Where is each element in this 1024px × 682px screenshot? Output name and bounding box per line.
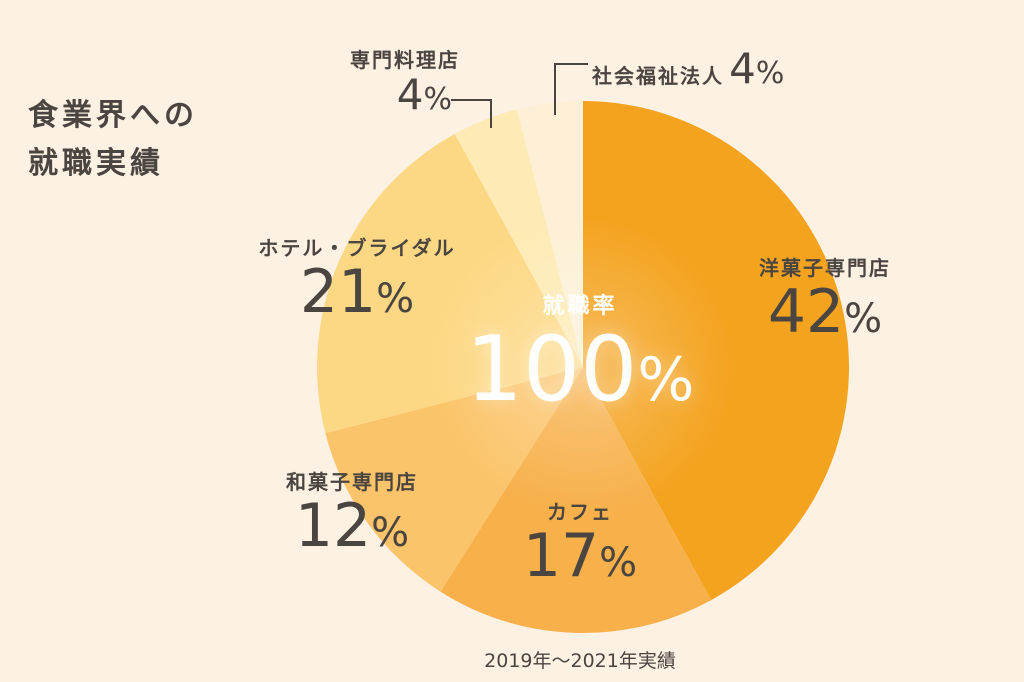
data-label-name: 社会福祉法人	[592, 64, 724, 88]
heading-line-2: 就職実績	[28, 146, 164, 181]
data-label-name: 専門料理店	[350, 48, 460, 72]
center-summary: 就職率 100%	[450, 288, 710, 419]
data-label-value: 42%	[767, 277, 883, 347]
center-label: 就職率	[542, 294, 618, 319]
data-label-value: 4%	[396, 70, 452, 119]
leader-line-specialty	[451, 99, 492, 128]
data-label-value: 21%	[299, 257, 415, 327]
footnote: 2019年〜2021年実績	[484, 650, 676, 672]
data-label-name: ホテル・ブライダル	[258, 236, 456, 260]
slice-label-hotel: ホテル・ブライダル 21%	[232, 232, 482, 324]
center-glow	[433, 217, 733, 517]
slice-label-japanese: 和菓子専門店 12%	[262, 466, 442, 558]
data-label-value: 4%	[729, 44, 785, 93]
data-label-name: カフェ	[547, 500, 613, 524]
data-label-value: 12%	[294, 491, 410, 561]
slice-label-welfare: 社会福祉法人 4%	[592, 44, 784, 93]
center-value: 100%	[465, 317, 695, 422]
chart-heading: 食業界への 就職実績	[28, 92, 198, 188]
slice-label-western: 洋菓子専門店 42%	[740, 252, 910, 344]
data-label-name: 洋菓子専門店	[759, 256, 891, 280]
slice-label-specialty: 専門料理店 4%	[330, 44, 480, 117]
data-label-value: 17%	[522, 521, 638, 591]
slice-label-cafe: カフェ 17%	[505, 496, 655, 588]
heading-line-1: 食業界への	[28, 98, 198, 133]
data-label-name: 和菓子専門店	[286, 470, 418, 494]
leader-line-welfare	[554, 63, 588, 115]
